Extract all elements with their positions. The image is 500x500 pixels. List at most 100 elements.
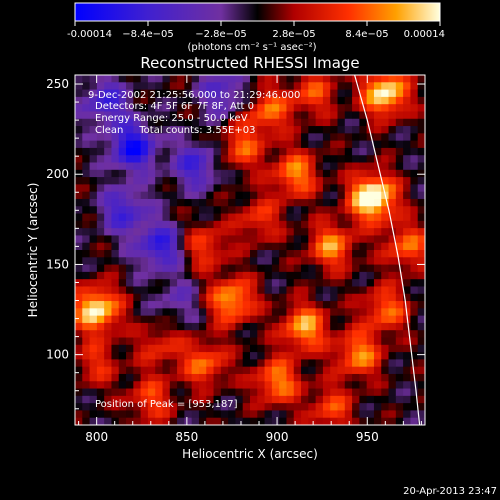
- heatmap-cell: [228, 169, 236, 178]
- heatmap-cell: [228, 417, 236, 425]
- heatmap-cell: [293, 126, 302, 134]
- heatmap-cell: [111, 308, 120, 317]
- heatmap-cell: [388, 155, 397, 163]
- heatmap-cell: [373, 359, 382, 368]
- heatmap-cell: [184, 169, 193, 178]
- heatmap-cell: [279, 126, 287, 134]
- heatmap-cell: [104, 293, 112, 302]
- heatmap-cell: [373, 366, 382, 375]
- heatmap-cell: [104, 381, 112, 390]
- heatmap-cell: [286, 257, 295, 266]
- heatmap-cell: [184, 271, 193, 280]
- heatmap-cell: [279, 198, 287, 207]
- heatmap-cell: [191, 352, 200, 360]
- heatmap-cell: [206, 147, 215, 156]
- heatmap-cell: [140, 271, 149, 280]
- heatmap-cell: [373, 257, 382, 266]
- heatmap-cell: [140, 359, 149, 368]
- heatmap-cell: [177, 286, 185, 295]
- heatmap-cell: [315, 330, 324, 338]
- heatmap-cell: [388, 162, 397, 171]
- heatmap-cell: [301, 330, 309, 338]
- heatmap-cell: [96, 155, 105, 163]
- heatmap-cell: [388, 177, 397, 185]
- heatmap-cell: [381, 235, 390, 244]
- heatmap-cell: [89, 75, 98, 83]
- heatmap-cell: [330, 322, 338, 331]
- heatmap-cell: [184, 96, 193, 105]
- heatmap-cell: [359, 82, 368, 91]
- heatmap-cell: [352, 293, 360, 302]
- heatmap-cell: [337, 111, 346, 120]
- heatmap-cell: [118, 104, 127, 112]
- heatmap-cell: [184, 220, 193, 229]
- heatmap-cell: [126, 82, 134, 91]
- heatmap-cell: [140, 366, 149, 375]
- heatmap-cell: [89, 235, 98, 244]
- heatmap-cell: [198, 352, 207, 360]
- heatmap-cell: [301, 359, 309, 368]
- heatmap-cell: [75, 286, 83, 295]
- heatmap-cell: [89, 155, 98, 163]
- heatmap-cell: [417, 228, 425, 236]
- heatmap-cell: [140, 344, 149, 353]
- heatmap-cell: [126, 308, 134, 317]
- heatmap-cell: [242, 133, 251, 142]
- heatmap-cell: [257, 228, 266, 236]
- heatmap-cell: [366, 89, 375, 98]
- heatmap-cell: [82, 308, 91, 317]
- heatmap-cell: [104, 198, 112, 207]
- heatmap-cell: [162, 366, 171, 375]
- heatmap-cell: [220, 133, 229, 142]
- heatmap-cell: [228, 235, 236, 244]
- heatmap-cell: [82, 96, 91, 105]
- heatmap-cell: [147, 250, 156, 258]
- heatmap-cell: [344, 89, 353, 98]
- heatmap-cell: [206, 330, 215, 338]
- heatmap-cell: [337, 198, 346, 207]
- heatmap-cell: [242, 308, 251, 317]
- heatmap-cell: [315, 184, 324, 193]
- heatmap-cell: [395, 177, 404, 185]
- heatmap-cell: [410, 118, 419, 127]
- heatmap-cell: [220, 220, 229, 229]
- heatmap-cell: [403, 388, 411, 397]
- heatmap-cell: [169, 206, 178, 215]
- heatmap-cell: [308, 206, 317, 215]
- heatmap-cell: [352, 206, 360, 215]
- heatmap-cell: [126, 111, 134, 120]
- heatmap-cell: [133, 410, 142, 419]
- heatmap-cell: [250, 228, 258, 236]
- heatmap-cell: [169, 410, 178, 419]
- heatmap-cell: [308, 82, 317, 91]
- heatmap-cell: [388, 147, 397, 156]
- heatmap-cell: [330, 198, 338, 207]
- heatmap-cell: [140, 155, 149, 163]
- heatmap-cell: [220, 75, 229, 83]
- colorbar-ticks: -0.00014 −8.4e−05 −2.8e−05 2.8e−05 8.4e−05 0.…: [67, 21, 445, 40]
- heatmap-cell: [228, 286, 236, 295]
- heatmap-cell: [89, 330, 98, 338]
- heatmap-cell: [228, 279, 236, 287]
- heatmap-cell: [147, 162, 156, 171]
- heatmap-cell: [162, 264, 171, 273]
- heatmap-cell: [228, 104, 236, 112]
- heatmap-cell: [213, 301, 222, 309]
- heatmap-cell: [271, 96, 280, 105]
- heatmap-cell: [403, 191, 411, 200]
- heatmap-cell: [344, 257, 353, 266]
- heatmap-cell: [337, 271, 346, 280]
- heatmap-cell: [213, 126, 222, 134]
- heatmap-cell: [279, 228, 287, 236]
- heatmap-cell: [417, 213, 425, 222]
- heatmap-cell: [206, 257, 215, 266]
- heatmap-cell: [220, 293, 229, 302]
- heatmap-cell: [213, 140, 222, 149]
- heatmap-cell: [155, 257, 163, 266]
- heatmap-cell: [220, 235, 229, 244]
- heatmap-cell: [147, 257, 156, 266]
- heatmap-cell: [111, 410, 120, 419]
- heatmap-cell: [213, 250, 222, 258]
- heatmap-cell: [184, 213, 193, 222]
- heatmap-cell: [220, 403, 229, 411]
